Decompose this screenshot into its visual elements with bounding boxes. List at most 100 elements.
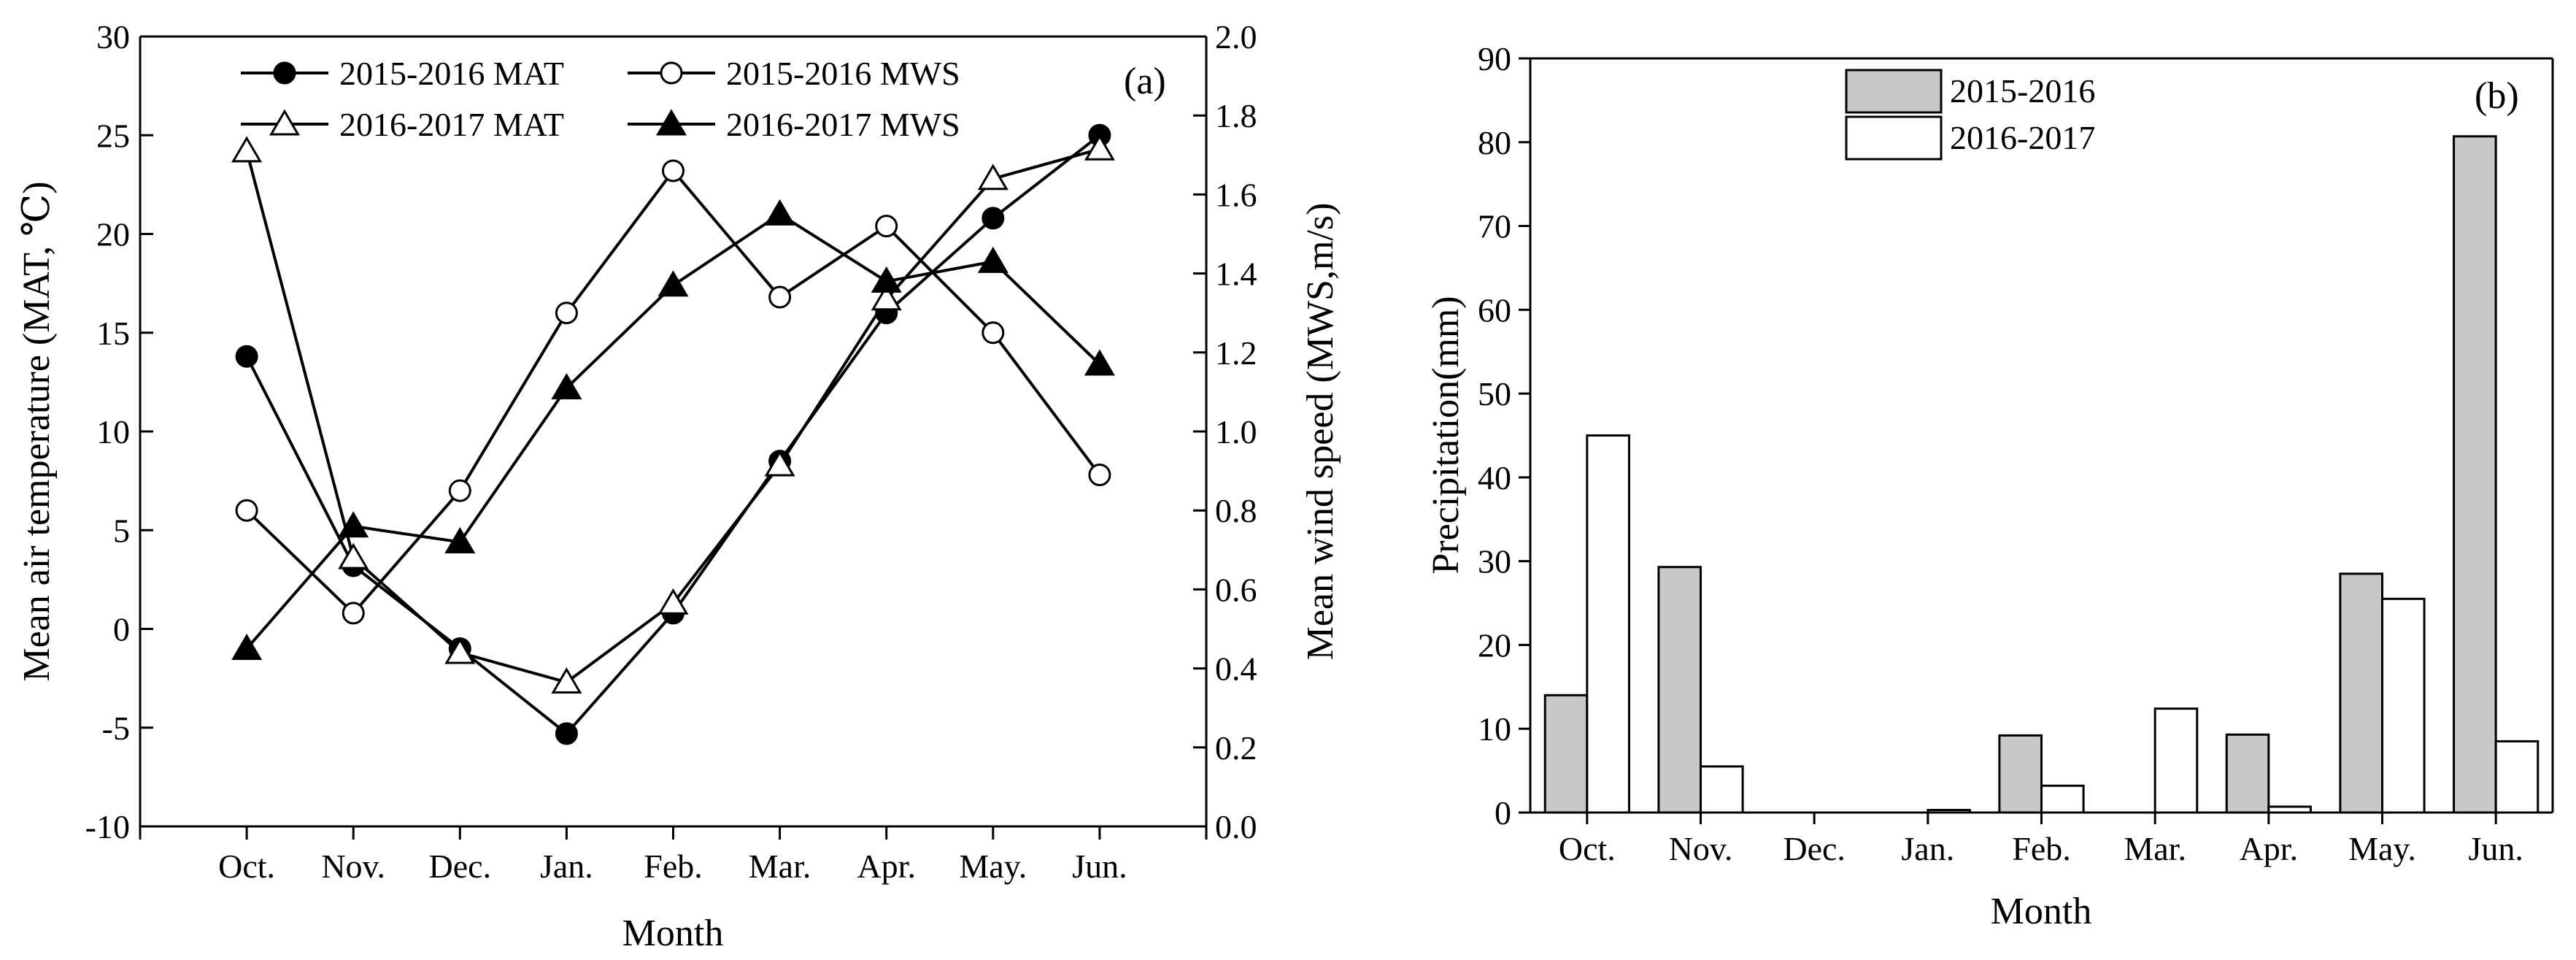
series-3-point xyxy=(764,199,795,226)
panel-b-left-ticks: 0 10 20 30 40 50 60 70 80 90 xyxy=(1478,40,1530,832)
bar-2015-2016 xyxy=(2225,733,2270,814)
bar-2016-2017 xyxy=(1927,809,1971,814)
y2-tick-label: 1.0 xyxy=(1215,413,1257,450)
y-tick-label: 10 xyxy=(96,413,130,450)
y-tick-label: 20 xyxy=(1478,626,1511,664)
panel-b-tag: (b) xyxy=(2475,75,2519,117)
series-3-point xyxy=(1084,349,1115,376)
series-0-point xyxy=(982,207,1005,230)
y2-tick-label: 1.6 xyxy=(1215,176,1257,213)
panel-a-y2-title: Mean wind speed (MWS,m/s) xyxy=(1300,203,1341,661)
panel-b: 0 10 20 30 40 50 60 70 80 90 Oct. Nov. Dec. Jan. Feb.… xyxy=(1425,40,2554,932)
y-tick-label: 50 xyxy=(1478,375,1511,412)
panel-a-series xyxy=(231,123,1115,745)
series-0-point xyxy=(555,722,578,745)
y-tick-label: 30 xyxy=(1478,543,1511,580)
panel-a-x-ticks: Oct. Nov. Dec. Jan. Feb. Mar. Apr. May. Jun. xyxy=(139,826,1208,885)
panel-a-right-ticks: 0.0 0.2 0.4 0.6 0.8 1.0 1.2 1.4 1.6 1.8 2.0 xyxy=(1193,18,1257,845)
y2-tick-label: 0.2 xyxy=(1215,729,1257,767)
series-2-point xyxy=(444,637,476,664)
series-1-point xyxy=(555,302,578,325)
x-tick-label: Apr. xyxy=(2240,830,2299,867)
x-tick-label: Dec. xyxy=(1783,830,1846,867)
x-tick-label: Jun. xyxy=(2468,830,2523,867)
x-tick-label: Nov. xyxy=(321,848,385,885)
y-tick-label: 20 xyxy=(96,216,130,253)
legend-swatch xyxy=(1845,115,1943,161)
y2-tick-label: 0.4 xyxy=(1215,650,1257,688)
series-2-point xyxy=(764,450,795,477)
y-tick-label: -10 xyxy=(85,808,130,845)
series-1-point xyxy=(982,321,1005,345)
series-2-point xyxy=(551,667,582,694)
x-tick-label: Oct. xyxy=(1559,830,1616,867)
y2-tick-label: 0.0 xyxy=(1215,808,1257,845)
series-2-point xyxy=(658,588,689,615)
series-3-point xyxy=(977,246,1009,273)
bar-2015-2016 xyxy=(1998,734,2043,814)
panel-b-x-ticks: Oct. Nov. Dec. Jan. Feb. Mar. Apr. May. Jun. xyxy=(1559,813,2523,867)
y-tick-label: 0 xyxy=(1495,794,1511,832)
panel-a-tag: (a) xyxy=(1124,61,1166,102)
x-tick-label: Feb. xyxy=(2012,830,2071,867)
bar-2016-2017 xyxy=(2153,707,2199,814)
bar-2016-2017 xyxy=(2267,805,2312,814)
panel-a: -10 -5 0 5 10 15 20 25 30 0.0 0.2 0.4 0.6 0.8 1.0 1.2 1… xyxy=(16,18,1341,954)
panel-b-bars xyxy=(1543,135,2540,814)
legend-label: 2016-2017 MWS xyxy=(726,106,960,143)
panel-b-y-title: Precipitation(mm) xyxy=(1425,296,1467,574)
x-tick-label: Apr. xyxy=(857,848,916,885)
panel-a-x-title: Month xyxy=(622,913,724,954)
bar-2016-2017 xyxy=(2040,784,2085,814)
y2-tick-label: 0.8 xyxy=(1215,492,1257,529)
bar-2016-2017 xyxy=(1700,765,1744,814)
x-tick-label: May. xyxy=(2348,830,2416,867)
bar-2015-2016 xyxy=(2339,572,2383,814)
x-tick-label: Oct. xyxy=(218,848,275,885)
panel-b-legend: 2015-2016 2016-2017 xyxy=(1845,69,2095,161)
legend-label: 2016-2017 xyxy=(1950,119,2095,156)
bar-2015-2016 xyxy=(1543,694,1589,814)
series-2-point xyxy=(338,542,369,569)
legend-marker xyxy=(660,61,683,85)
x-tick-label: Mar. xyxy=(749,848,811,885)
series-1-point xyxy=(342,602,365,625)
y2-tick-label: 1.2 xyxy=(1215,334,1257,372)
series-0-point xyxy=(235,345,258,368)
series-1-point xyxy=(448,479,471,502)
series-3-point xyxy=(658,270,689,297)
legend-label: 2016-2017 MAT xyxy=(339,106,564,143)
panel-a-left-ticks: -10 -5 0 5 10 15 20 25 30 xyxy=(85,18,153,845)
y-tick-label: 80 xyxy=(1478,124,1511,161)
y2-tick-label: 2.0 xyxy=(1215,18,1257,55)
series-2-point xyxy=(1084,134,1115,161)
y-tick-label: 90 xyxy=(1478,40,1511,77)
bar-2015-2016 xyxy=(2453,135,2497,814)
series-1-point xyxy=(235,499,258,522)
y-tick-label: 30 xyxy=(96,18,130,55)
legend-label: 2015-2016 xyxy=(1950,72,2095,110)
series-1-point xyxy=(662,159,685,183)
x-tick-label: Jun. xyxy=(1072,848,1127,885)
series-line-0 xyxy=(245,134,1101,736)
series-3-point xyxy=(871,266,902,293)
series-3-point xyxy=(231,634,263,660)
legend-label: 2015-2016 MAT xyxy=(339,55,564,92)
series-1-point xyxy=(768,285,792,309)
x-tick-label: Feb. xyxy=(644,848,703,885)
y2-tick-label: 1.8 xyxy=(1215,97,1257,134)
y2-tick-label: 0.6 xyxy=(1215,571,1257,608)
y-tick-label: 25 xyxy=(96,117,130,154)
legend-swatch xyxy=(1845,69,1943,114)
x-tick-label: Dec. xyxy=(429,848,492,885)
legend-label: 2015-2016 MWS xyxy=(726,55,960,92)
series-1-point xyxy=(1088,464,1111,487)
series-2-point xyxy=(231,136,263,163)
series-3-point xyxy=(444,527,476,553)
panel-a-y-title: Mean air temperature (MAT, ℃) xyxy=(16,181,58,681)
y-tick-label: -5 xyxy=(102,710,130,747)
bar-2016-2017 xyxy=(2494,740,2540,814)
x-tick-label: Jan. xyxy=(540,848,593,885)
y-tick-label: 60 xyxy=(1478,291,1511,329)
